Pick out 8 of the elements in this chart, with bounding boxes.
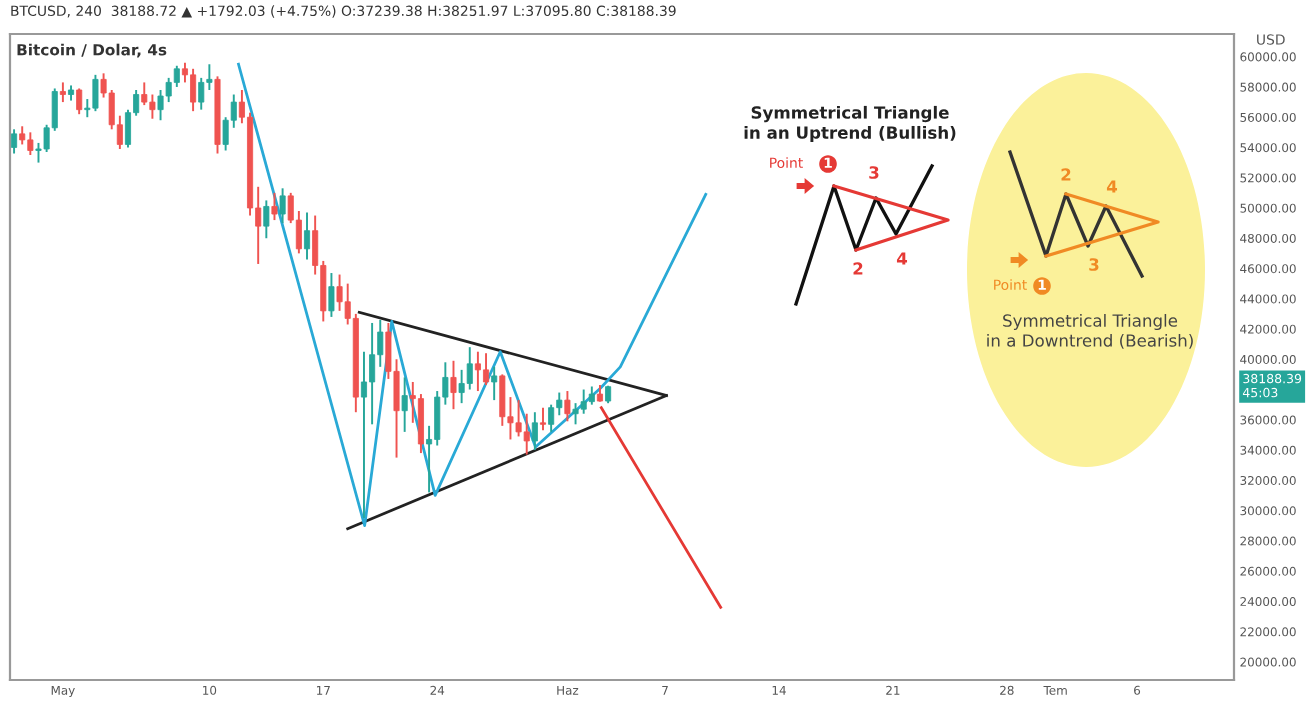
annotation: 2 [853,262,863,275]
annotation: Symmetrical Triangle in an Uptrend (Bullish) [744,105,956,143]
annotation: 4 [896,252,908,265]
annotation: 2 [1061,168,1071,181]
annotation: 4 [1106,180,1118,193]
annotation: 3 [869,166,879,179]
annotation: Symmetrical Triangle in a Downtrend (Bearish) [987,313,1193,349]
annotation: 3 [1089,258,1099,271]
